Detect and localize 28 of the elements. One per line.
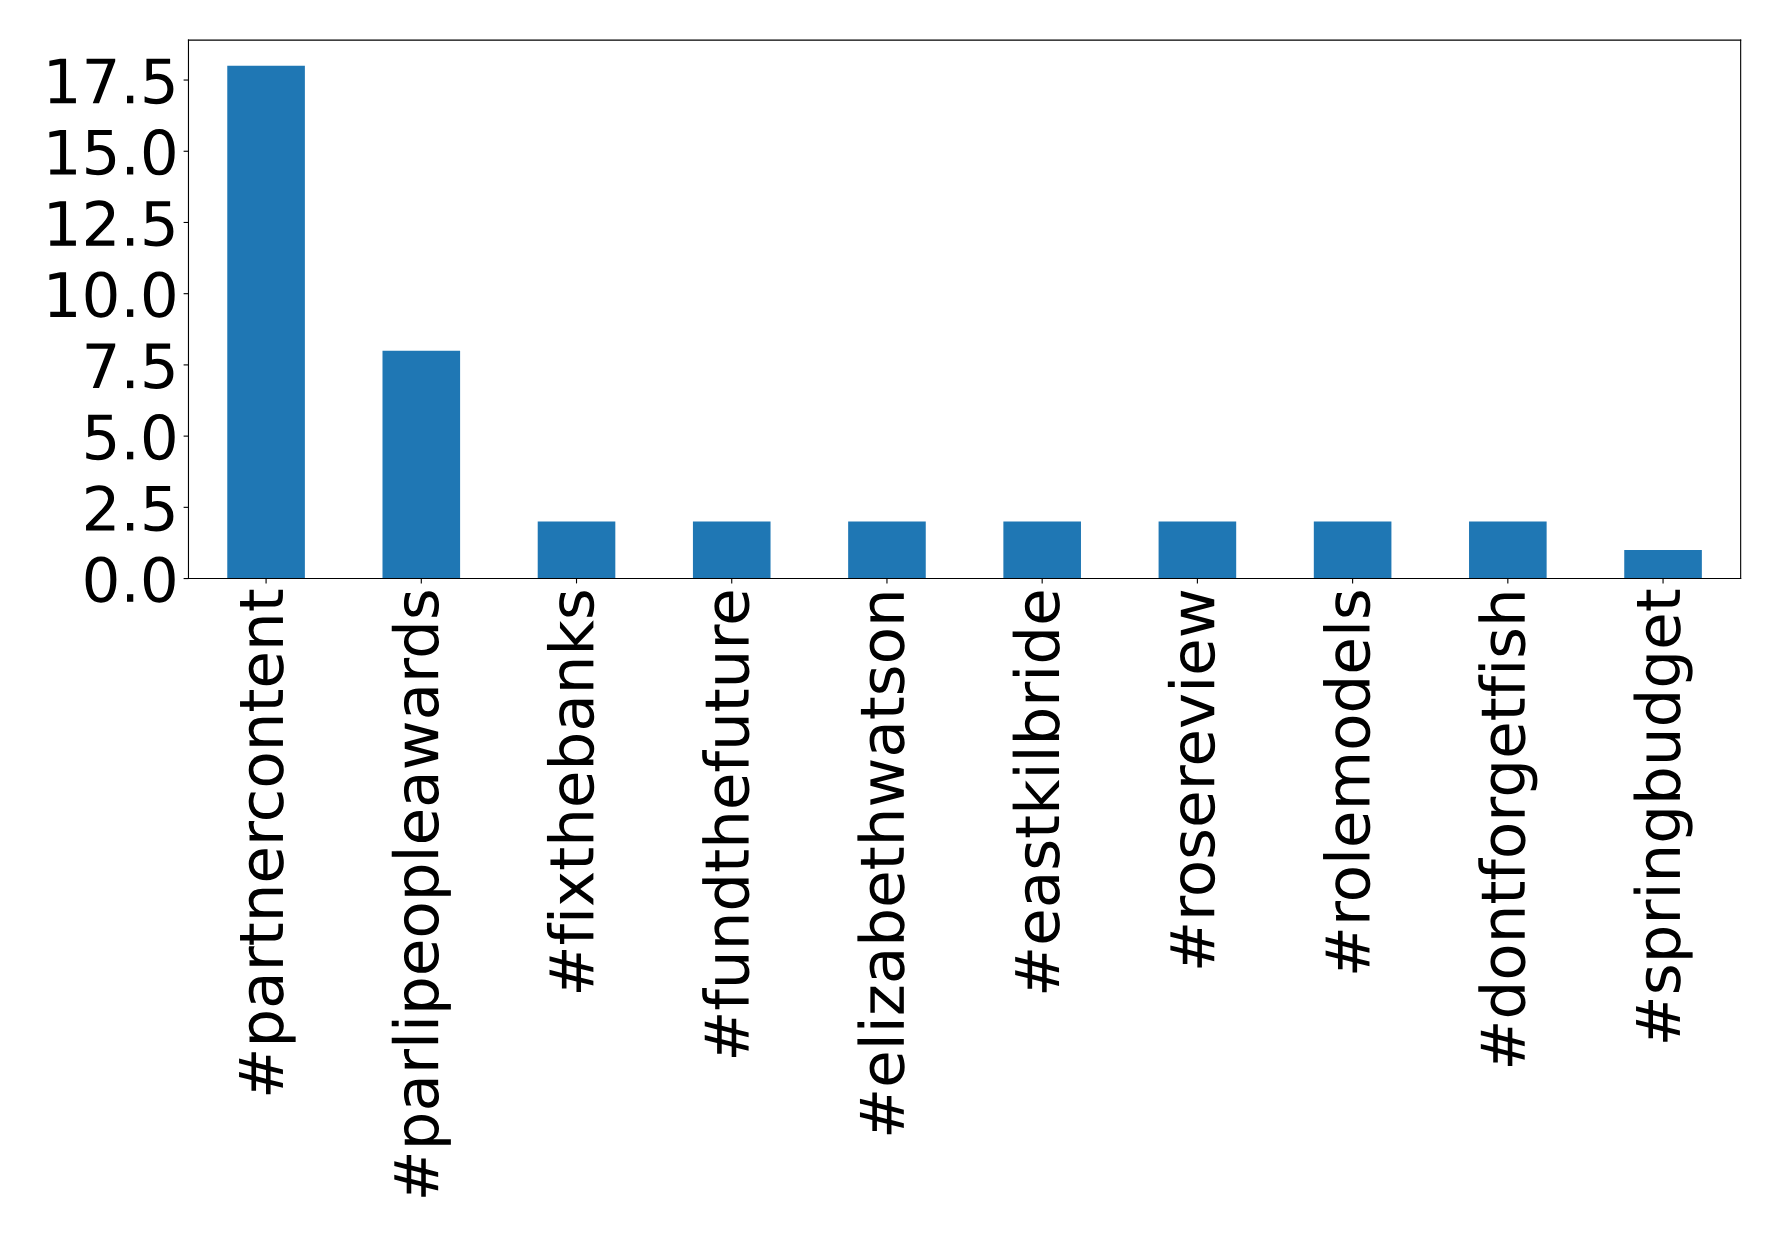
x-tick-label: #dontforgetfish bbox=[1478, 593, 1538, 1067]
bar bbox=[1313, 521, 1392, 579]
bar bbox=[1624, 550, 1702, 579]
y-tick-label: 15.0 bbox=[49, 129, 175, 176]
bar bbox=[227, 65, 305, 579]
x-tick-label: #fundthefuture bbox=[702, 591, 750, 1058]
bar bbox=[1003, 521, 1081, 579]
x-tick-label: #elizabethwatson bbox=[857, 593, 905, 1135]
x-tick-label: #springbudget bbox=[1633, 589, 1693, 1042]
y-tick-label: 7.5 bbox=[86, 343, 174, 389]
x-tick-label: #eastkilbride bbox=[1012, 591, 1060, 993]
bar bbox=[848, 521, 926, 579]
y-tick-label: 0.0 bbox=[85, 556, 175, 603]
x-tick-label: #rosereview bbox=[1167, 590, 1216, 968]
y-tick-label: 12.5 bbox=[49, 200, 174, 247]
bar bbox=[1469, 521, 1547, 579]
y-tick-label: 17.5 bbox=[49, 58, 174, 105]
y-tick-label: 5.0 bbox=[86, 413, 175, 461]
y-tick-label: 2.5 bbox=[86, 485, 174, 532]
x-tick-label: #partnercontent bbox=[239, 589, 296, 1095]
bar bbox=[1158, 521, 1237, 579]
x-tick-label: #rolemodels bbox=[1323, 591, 1371, 973]
bar bbox=[692, 521, 771, 579]
bar bbox=[537, 521, 616, 579]
x-tick-label: #fixthebanks bbox=[546, 591, 595, 992]
bar bbox=[382, 350, 461, 579]
y-tick-label: 10.0 bbox=[49, 271, 175, 318]
x-tick-label: #parlipeopleawards bbox=[391, 591, 451, 1197]
